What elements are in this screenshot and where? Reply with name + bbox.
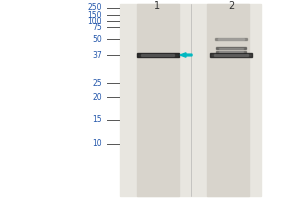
Bar — [141, 54, 174, 56]
Bar — [219, 51, 243, 52]
Text: 37: 37 — [92, 50, 102, 60]
Bar — [216, 47, 246, 49]
Bar — [210, 53, 252, 57]
Text: 150: 150 — [88, 10, 102, 20]
Text: 20: 20 — [92, 92, 102, 102]
Bar — [136, 4, 178, 196]
Text: 50: 50 — [92, 34, 102, 44]
Bar — [218, 38, 244, 40]
Text: 2: 2 — [228, 1, 234, 11]
Text: 1: 1 — [154, 1, 160, 11]
Text: 250: 250 — [88, 3, 102, 12]
Text: 10: 10 — [92, 140, 102, 148]
Text: 75: 75 — [92, 22, 102, 31]
Bar — [219, 47, 243, 48]
Bar — [214, 54, 248, 56]
Bar — [120, 4, 261, 196]
Bar — [215, 38, 247, 40]
FancyArrow shape — [180, 53, 192, 57]
Text: 25: 25 — [92, 78, 102, 88]
Bar — [216, 51, 246, 53]
Text: 100: 100 — [88, 17, 102, 25]
Text: 15: 15 — [92, 116, 102, 124]
Bar — [207, 4, 249, 196]
Bar — [136, 53, 178, 57]
